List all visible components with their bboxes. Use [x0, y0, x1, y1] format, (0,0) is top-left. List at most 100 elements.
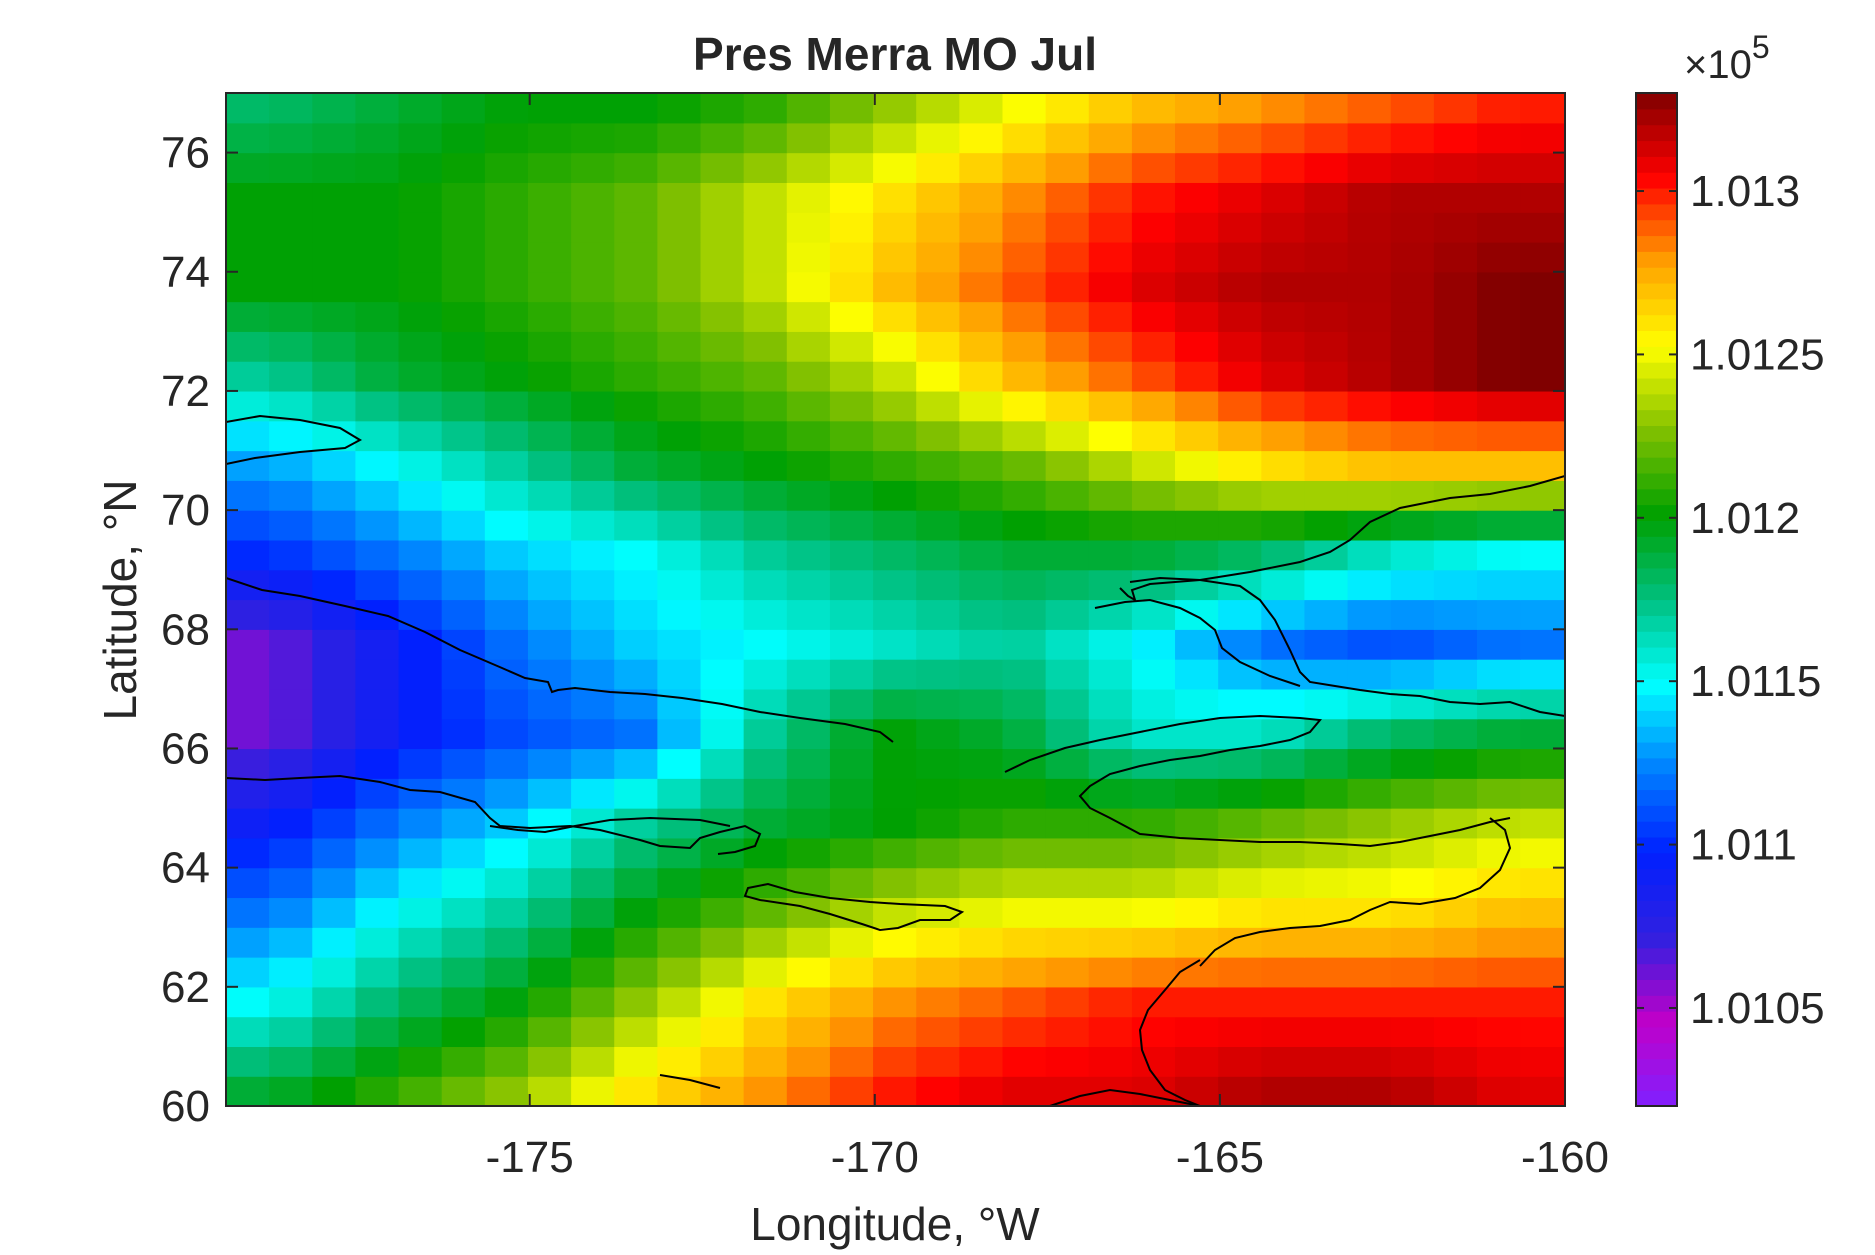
heatmap-cell	[1347, 808, 1392, 839]
heatmap-cell	[1131, 241, 1176, 273]
heatmap-cell	[700, 361, 745, 392]
heatmap-cell	[1520, 599, 1564, 630]
heatmap-cell	[484, 1016, 529, 1048]
heatmap-cell	[1347, 93, 1392, 124]
heatmap-cell	[1088, 808, 1133, 839]
heatmap-cell	[1477, 420, 1521, 452]
y-axis: 60 62 64 66 68 70 72 74 76	[161, 129, 1565, 1131]
heatmap-cell	[916, 390, 960, 422]
heatmap-cell	[1390, 93, 1435, 124]
heatmap-cell	[571, 986, 615, 1018]
heatmap-cell	[786, 718, 831, 750]
heatmap-cell	[1045, 927, 1090, 958]
heatmap-cell	[527, 986, 572, 1018]
heatmap-cell	[269, 778, 313, 809]
coastline-siberia-south-inlet	[489, 816, 731, 834]
heatmap-cell	[527, 331, 572, 362]
heatmap-cell	[1218, 271, 1262, 303]
heatmap-cell	[657, 629, 702, 660]
heatmap-cell	[312, 271, 357, 303]
heatmap-cell	[527, 957, 572, 988]
heatmap-cell	[355, 390, 400, 422]
heatmap-cell	[1088, 331, 1133, 362]
heatmap-cell	[916, 361, 960, 392]
colorbar-band	[1636, 409, 1677, 426]
heatmap-cell	[1304, 93, 1349, 124]
heatmap-cell	[1477, 986, 1521, 1018]
heatmap-cell	[441, 897, 486, 928]
heatmap-cell	[1175, 241, 1219, 273]
heatmap-cell	[441, 480, 486, 511]
heatmap-cell	[484, 93, 529, 124]
heatmap-cell	[1045, 629, 1090, 660]
heatmap-cell	[1088, 718, 1133, 750]
heatmap-cell	[312, 331, 357, 362]
heatmap-cell	[441, 748, 486, 779]
heatmap-cell	[1002, 688, 1047, 720]
heatmap-cell	[1002, 122, 1047, 154]
heatmap-cell	[269, 718, 313, 750]
heatmap-cell	[1088, 539, 1133, 571]
heatmap-cell	[786, 927, 831, 958]
heatmap-cell	[959, 212, 1004, 243]
heatmap-cell	[959, 241, 1004, 273]
heatmap-cell	[398, 718, 443, 750]
heatmap-cell	[441, 808, 486, 839]
heatmap-cell	[226, 867, 270, 899]
heatmap-cell	[571, 718, 615, 750]
heatmap-cell	[571, 212, 615, 243]
heatmap-cell	[441, 688, 486, 720]
heatmap-cell	[1218, 390, 1262, 422]
heatmap-cell	[312, 808, 357, 839]
heatmap-cell	[700, 420, 745, 452]
heatmap-cell	[226, 1076, 270, 1106]
heatmap-cell	[1477, 748, 1521, 779]
heatmap-cell	[1045, 957, 1090, 988]
y-tick-label: 66	[161, 724, 210, 773]
heatmap-cell	[1433, 897, 1478, 928]
heatmap-cell	[1002, 331, 1047, 362]
heatmap-cell	[441, 510, 486, 541]
heatmap-cell	[226, 927, 270, 958]
heatmap-cell	[614, 390, 658, 422]
heatmap-cell	[355, 659, 400, 690]
heatmap-cell	[1175, 1046, 1219, 1077]
heatmap-cell	[527, 122, 572, 154]
heatmap-cell	[269, 748, 313, 779]
heatmap-cell	[1218, 182, 1262, 213]
heatmap-cell	[873, 271, 917, 303]
heatmap-cell	[1477, 718, 1521, 750]
heatmap-cell	[1433, 748, 1478, 779]
heatmap-cell	[1218, 420, 1262, 452]
heatmap-cell	[1002, 1076, 1047, 1106]
heatmap-cell	[743, 569, 788, 601]
heatmap-cell	[1002, 957, 1047, 988]
heatmap-cell	[1175, 301, 1219, 332]
heatmap-cell	[226, 539, 270, 571]
heatmap-cell	[1002, 629, 1047, 660]
heatmap-cell	[312, 957, 357, 988]
heatmap-cell	[743, 867, 788, 899]
heatmap-cell	[700, 182, 745, 213]
heatmap-cell	[571, 361, 615, 392]
heatmap-cell	[657, 480, 702, 511]
heatmap-cell	[269, 480, 313, 511]
heatmap-cell	[571, 122, 615, 154]
heatmap-cell	[1261, 957, 1306, 988]
colorbar-band	[1636, 741, 1677, 759]
heatmap-cell	[1002, 212, 1047, 243]
heatmap-cell	[527, 390, 572, 422]
heatmap-cell	[527, 361, 572, 392]
heatmap-cell	[1175, 778, 1219, 809]
heatmap-cell	[657, 390, 702, 422]
heatmap-cell	[1433, 1016, 1478, 1048]
heatmap-cell	[355, 93, 400, 124]
heatmap-cell	[312, 212, 357, 243]
heatmap-cell	[614, 450, 658, 481]
heatmap-cell	[1045, 420, 1090, 452]
heatmap-cell	[786, 331, 831, 362]
heatmap-cell	[1131, 718, 1176, 750]
heatmap-cell	[1477, 241, 1521, 273]
heatmap-cell	[657, 271, 702, 303]
heatmap-cell	[829, 599, 874, 630]
